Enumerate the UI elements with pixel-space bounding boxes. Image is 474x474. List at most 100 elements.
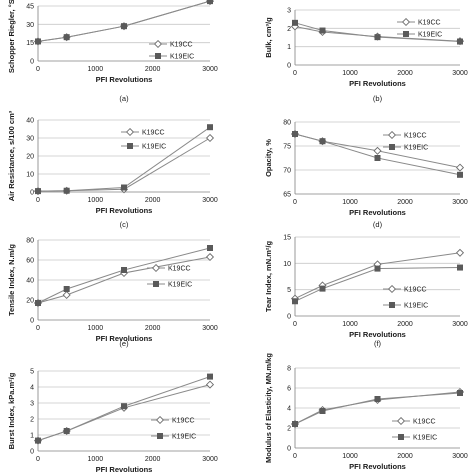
legend-marker-diamond: [151, 263, 161, 273]
panel-label: (b): [373, 94, 383, 103]
series-line-K19EIC: [37, 126, 211, 192]
x-axis-label: PFI Revolutions: [96, 465, 153, 474]
legend-marker-diamond: [125, 127, 135, 137]
y-tick-label: 15: [283, 235, 291, 242]
y-tick-label: 45: [26, 4, 34, 11]
legend-entry: K19EIC: [142, 144, 166, 151]
x-tick-label: 0: [36, 325, 40, 332]
data-point-K19EIC: [35, 38, 41, 45]
y-tick-label: 0: [30, 449, 34, 456]
legend-entry: K19EIC: [413, 435, 437, 442]
data-point-K19EIC: [207, 245, 213, 251]
panel-label: (f): [374, 339, 382, 348]
y-tick-label: 1: [30, 433, 34, 440]
x-tick-label: 1000: [342, 321, 358, 328]
legend-marker-diamond: [155, 415, 165, 425]
x-tick-label: 3000: [452, 199, 468, 206]
legend-entry: K19CC: [404, 133, 427, 140]
x-tick-label: 1000: [88, 456, 104, 463]
y-tick-label: 80: [283, 120, 291, 127]
legend-entry: K19EIC: [172, 434, 196, 441]
data-point-K19EIC: [457, 38, 463, 45]
data-point-K19EIC: [207, 0, 213, 5]
y-tick-label: 2: [30, 417, 34, 424]
series-line-K19EIC: [37, 0, 211, 42]
x-tick-label: 0: [36, 456, 40, 463]
y-tick-label: 70: [283, 168, 291, 175]
y-tick-label: 60: [26, 258, 34, 265]
chart-panel-8: 0 2 4 6 8 0 1000 2000 3000 PFI Revolutions Modulus…: [264, 353, 468, 471]
x-tick-label: 0: [293, 70, 297, 77]
series-line-K19EIC: [294, 392, 461, 425]
legend-marker-square: [157, 433, 163, 439]
x-tick-label: 3000: [202, 197, 218, 204]
y-tick-label: 0: [30, 318, 34, 325]
panel-label: (d): [373, 220, 383, 229]
y-tick-label: 4: [287, 406, 291, 413]
y-axis-label: Modulus of Elasticity, MN.m/kg: [264, 353, 273, 463]
data-point-K19CC: [62, 290, 71, 300]
y-tick-label: 0: [30, 59, 34, 66]
y-tick-label: 30: [26, 136, 34, 143]
legend-entry: K19CC: [413, 419, 436, 426]
data-point-K19EIC: [35, 437, 41, 444]
x-tick-label: 1000: [342, 70, 358, 77]
x-tick-label: 3000: [202, 66, 218, 73]
legend-marker-diamond: [387, 284, 397, 294]
data-point-K19CC: [205, 133, 215, 143]
x-tick-label: 1000: [342, 199, 358, 206]
y-tick-label: 0: [287, 314, 291, 321]
x-tick-label: 3000: [452, 70, 468, 77]
y-tick-label: 4: [30, 385, 34, 392]
series-line-K19EIC: [37, 376, 211, 442]
y-tick-label: 1: [287, 44, 291, 51]
y-tick-label: 0: [30, 190, 34, 197]
x-tick-label: 3000: [202, 456, 218, 463]
y-tick-label: 8: [287, 366, 291, 373]
y-tick-label: 5: [287, 287, 291, 294]
y-tick-label: 5: [30, 369, 34, 376]
legend-entry: K19EIC: [418, 32, 442, 39]
data-point-K19EIC: [292, 19, 298, 26]
x-axis-label: PFI Revolutions: [349, 208, 406, 217]
data-point-K19CC: [205, 252, 215, 262]
data-point-K19EIC: [319, 408, 326, 414]
x-axis-label: PFI Revolutions: [96, 334, 153, 343]
x-axis-label: PFI Revolutions: [96, 206, 153, 215]
x-tick-label: 3000: [202, 325, 218, 332]
y-tick-label: 0: [287, 63, 291, 70]
y-tick-label: 6: [287, 386, 291, 393]
series-line-K19CC: [294, 252, 461, 300]
y-tick-label: 75: [283, 144, 291, 151]
chart-panel-6: 0 5 10 15 0 1000 2000 3000 PFI Revolutions Tear I…: [264, 235, 468, 349]
data-point-K19EIC: [319, 285, 326, 292]
data-point-K19EIC: [374, 34, 381, 41]
y-tick-label: 65: [283, 192, 291, 199]
data-point-K19EIC: [35, 300, 41, 306]
y-tick-label: 2: [287, 26, 291, 33]
x-tick-label: 0: [293, 321, 297, 328]
legend-marker-diamond: [153, 39, 163, 49]
x-tick-label: 2000: [397, 453, 413, 460]
x-tick-label: 1000: [88, 197, 104, 204]
y-tick-label: 3: [287, 8, 291, 15]
x-tick-label: 0: [36, 66, 40, 73]
data-point-K19CC: [455, 163, 465, 172]
series-line-K19EIC: [37, 247, 211, 304]
chart-panel-1: 0 15 30 45 0 1000 2000 3000 PFI Revolutions Schop…: [7, 0, 218, 103]
data-point-K19EIC: [207, 373, 213, 380]
legend-entry: K19CC: [172, 418, 195, 425]
data-point-K19EIC: [457, 390, 463, 396]
y-axis-label: Burst Index, kPa.m²/g: [7, 372, 16, 449]
y-tick-label: 20: [26, 298, 34, 305]
series-line-K19EIC: [294, 267, 461, 302]
data-point-K19EIC: [292, 131, 298, 137]
y-tick-label: 15: [26, 40, 34, 47]
x-tick-label: 2000: [397, 321, 413, 328]
chart-panel-3: 0 10 20 30 40 0 1000 2000 3000 PFI Revolutions Air…: [7, 110, 218, 229]
data-point-K19EIC: [374, 155, 381, 161]
y-tick-label: 80: [26, 238, 34, 245]
legend-entry: K19CC: [418, 20, 441, 27]
data-point-K19EIC: [63, 428, 70, 434]
